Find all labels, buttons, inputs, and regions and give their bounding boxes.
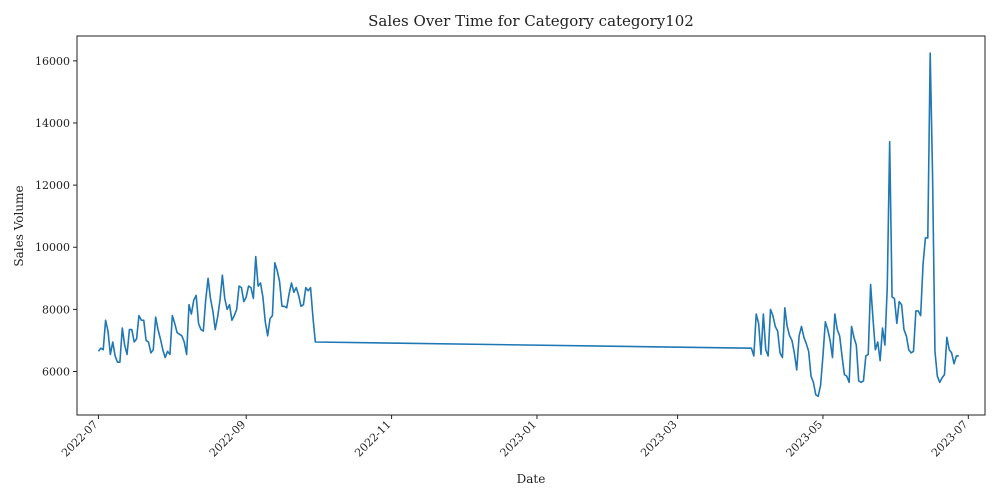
y-axis-label: Sales Volume <box>12 185 26 266</box>
y-tick-label: 14000 <box>35 117 70 130</box>
x-tick-label: 2022-11 <box>352 418 394 460</box>
y-tick-label: 16000 <box>35 55 70 68</box>
series-line-0 <box>97 52 959 398</box>
y-tick-label: 6000 <box>42 366 70 379</box>
y-tick-label: 10000 <box>35 241 70 254</box>
x-tick-label: 2022-07 <box>59 418 101 460</box>
x-tick-label: 2023-03 <box>638 418 680 460</box>
chart-title: Sales Over Time for Category category102 <box>368 12 694 30</box>
x-tick-label: 2022-09 <box>207 418 249 460</box>
plot-area: 6000 8000 10000 12000 14000 16000 2022-07 2022-… <box>35 35 986 460</box>
plot-frame <box>76 35 986 416</box>
x-tick-label: 2023-01 <box>498 418 540 460</box>
x-axis-label: Date <box>517 472 546 486</box>
x-tick-label: 2023-05 <box>784 418 826 460</box>
y-tick-label: 12000 <box>35 179 70 192</box>
y-tick-label: 8000 <box>42 303 70 316</box>
x-tick-label: 2023-07 <box>929 418 971 460</box>
